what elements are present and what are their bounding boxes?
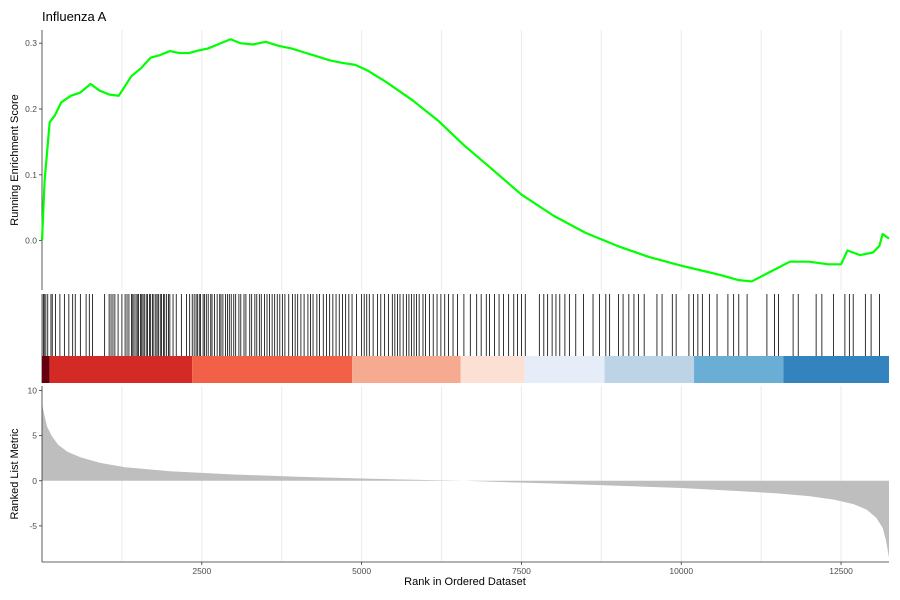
x-tick-label: 12500 <box>829 566 853 576</box>
ranked-metric-y-label: Ranked List Metric <box>9 428 21 520</box>
color-band-segment <box>192 356 353 383</box>
running-score-grid <box>121 30 842 290</box>
x-tick-label: 7500 <box>512 566 531 576</box>
y-tick-label: -5 <box>29 521 37 531</box>
ranked-metric-y-ticks: -5 0 5 10 <box>28 386 42 531</box>
x-axis-ticks: 2500 5000 7500 10000 12500 <box>192 562 853 576</box>
running-score-y-label: Running Enrichment Score <box>9 94 21 225</box>
x-tick-label: 2500 <box>192 566 211 576</box>
x-axis-label: Rank in Ordered Dataset <box>404 576 526 588</box>
y-tick-label: 0 <box>32 476 37 486</box>
y-tick-label: 10 <box>28 386 38 396</box>
x-tick-label: 5000 <box>352 566 371 576</box>
ranked-metric-grid <box>121 386 842 562</box>
chart-title: Influenza A <box>42 9 107 24</box>
hit-barcode-panel <box>41 294 889 383</box>
ranked-metric-area <box>42 404 889 558</box>
running-score-panel: 0.0 0.1 0.2 0.3 Running Enrichment Score <box>9 30 890 290</box>
color-band-segment <box>49 356 193 383</box>
color-band-segment <box>460 356 525 383</box>
color-band-segment <box>694 356 784 383</box>
hit-barcode <box>42 294 880 356</box>
y-tick-label: 0.3 <box>25 38 37 48</box>
x-tick-label: 10000 <box>669 566 693 576</box>
y-tick-label: 0.1 <box>25 170 37 180</box>
color-band-segment <box>524 356 605 383</box>
color-band-segment <box>352 356 461 383</box>
color-band-segment <box>783 356 889 383</box>
color-band-segment <box>42 356 50 383</box>
ranked-metric-panel: -5 0 5 10 2500 5000 7500 10000 12500 Ranked Lis… <box>9 386 889 588</box>
color-band-segment <box>604 356 695 383</box>
y-tick-label: 0.0 <box>25 236 37 246</box>
rank-color-band <box>42 356 889 383</box>
running-score-line <box>40 38 890 283</box>
y-tick-label: 5 <box>32 431 37 441</box>
y-tick-label: 0.2 <box>25 104 37 114</box>
running-score-y-ticks: 0.0 0.1 0.2 0.3 <box>25 38 42 246</box>
